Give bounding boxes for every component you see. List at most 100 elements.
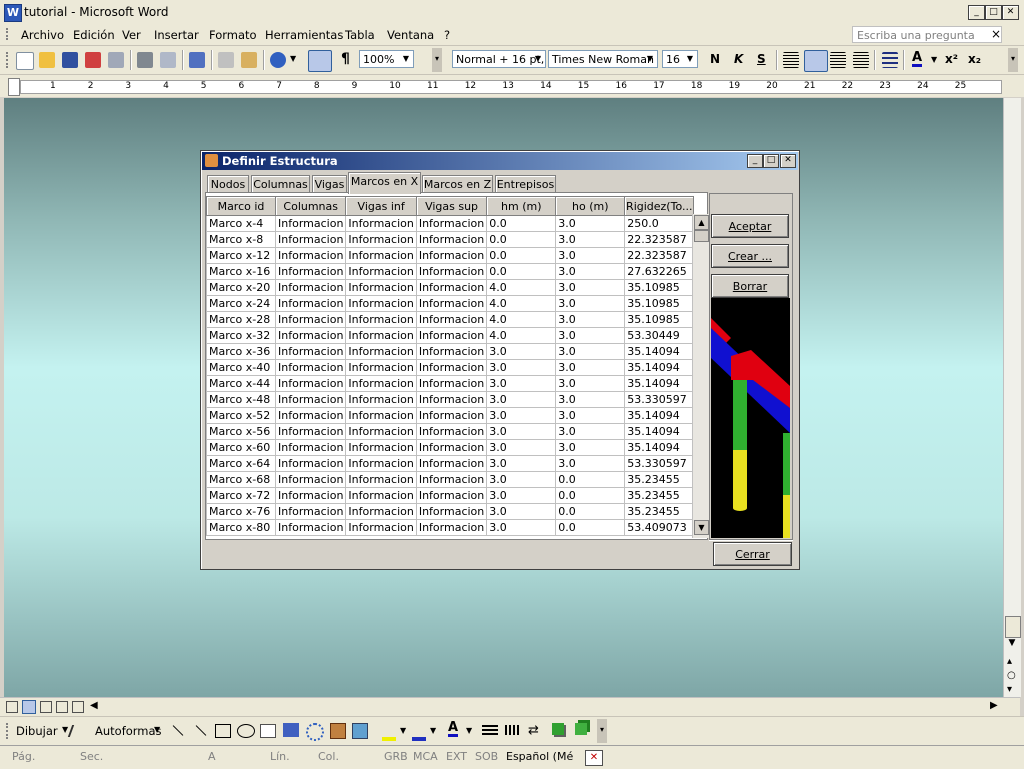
- table-cell[interactable]: Informacion: [345, 263, 417, 280]
- font-combo[interactable]: Times New Roman ▼: [548, 50, 658, 68]
- scroll-left-icon[interactable]: ◀: [90, 700, 98, 711]
- spelling-status-icon[interactable]: ✕: [585, 750, 603, 766]
- 3d-style-icon[interactable]: [575, 723, 587, 735]
- table-cell[interactable]: 3.0: [555, 391, 626, 408]
- table-cell[interactable]: Marco x-56: [206, 423, 276, 440]
- table-row[interactable]: Marco x-28 Informacion Informacion Informac…: [206, 311, 695, 328]
- column-header-vigas-inf[interactable]: Vigas inf: [345, 196, 417, 216]
- table-cell[interactable]: 53.409073: [624, 519, 695, 536]
- align-right-icon[interactable]: [830, 52, 846, 68]
- dialog-title-bar[interactable]: Definir Estructura _ □ ✕: [202, 152, 798, 170]
- dialog-maximize-button[interactable]: □: [763, 154, 779, 168]
- table-cell[interactable]: 22.323587: [624, 247, 695, 264]
- table-cell[interactable]: 35.14094: [624, 375, 695, 392]
- table-cell[interactable]: 3.0: [486, 439, 557, 456]
- web-view-icon[interactable]: [22, 700, 36, 714]
- insert-picture-icon[interactable]: [352, 723, 368, 739]
- table-cell[interactable]: 3.0: [555, 423, 626, 440]
- table-cell[interactable]: Informacion: [274, 375, 347, 392]
- table-cell[interactable]: 4.0: [486, 327, 557, 344]
- table-cell[interactable]: Informacion: [345, 343, 417, 360]
- table-row[interactable]: Marco x-52 Informacion Informacion Informac…: [206, 407, 695, 424]
- font-size-combo[interactable]: 16 ▼: [662, 50, 698, 68]
- table-row[interactable]: Marco x-4 Informacion Informacion Informaci…: [206, 215, 695, 232]
- table-cell[interactable]: Informacion: [415, 231, 488, 248]
- table-cell[interactable]: 4.0: [486, 311, 557, 328]
- ruler-strip[interactable]: [20, 80, 1002, 94]
- table-cell[interactable]: 3.0: [555, 439, 626, 456]
- print-icon[interactable]: [137, 52, 153, 68]
- table-cell[interactable]: Informacion: [274, 295, 347, 312]
- vertical-scrollbar[interactable]: ▼ ▴ ○ ▾: [1003, 98, 1021, 697]
- normal-view-icon[interactable]: [6, 701, 18, 713]
- chevron-down-icon[interactable]: ▼: [466, 726, 473, 735]
- column-header-hm[interactable]: hm (m): [486, 196, 557, 216]
- table-cell[interactable]: Informacion: [345, 407, 417, 424]
- table-cell[interactable]: 3.0: [555, 343, 626, 360]
- create-button[interactable]: Crear ...: [711, 244, 789, 268]
- table-cell[interactable]: Informacion: [274, 359, 347, 376]
- table-cell[interactable]: 250.0: [624, 215, 695, 232]
- table-cell[interactable]: Informacion: [345, 247, 417, 264]
- table-cell[interactable]: Informacion: [415, 455, 488, 472]
- table-cell[interactable]: Marco x-40: [206, 359, 276, 376]
- table-cell[interactable]: 3.0: [555, 455, 626, 472]
- table-cell[interactable]: 3.0: [486, 375, 557, 392]
- open-folder-icon[interactable]: [39, 52, 55, 68]
- chevron-down-icon[interactable]: ▼: [62, 725, 69, 734]
- table-cell[interactable]: 0.0: [555, 503, 626, 520]
- table-row[interactable]: Marco x-32 Informacion Informacion Informac…: [206, 327, 695, 344]
- toolbar-options-icon[interactable]: ▾: [432, 48, 442, 72]
- table-cell[interactable]: Marco x-4: [206, 215, 276, 232]
- table-cell[interactable]: 35.23455: [624, 487, 695, 504]
- autoshapes-menu-button[interactable]: Autoformas: [95, 724, 162, 738]
- line-color-icon[interactable]: [412, 723, 426, 741]
- scroll-down-icon[interactable]: ▼: [1008, 638, 1016, 648]
- table-cell[interactable]: Marco x-36: [206, 343, 276, 360]
- horizontal-scrollbar[interactable]: ◀ ▶: [0, 697, 1020, 716]
- chevron-down-icon[interactable]: ▼: [534, 54, 542, 63]
- chevron-down-icon[interactable]: ▼: [402, 54, 410, 63]
- drawing-toggle-icon[interactable]: [308, 50, 332, 72]
- draw-menu-button[interactable]: Dibujar: [16, 724, 58, 738]
- table-cell[interactable]: 3.0: [555, 327, 626, 344]
- table-cell[interactable]: Marco x-48: [206, 391, 276, 408]
- close-dialog-button[interactable]: Cerrar: [713, 542, 792, 566]
- tab-marcos-en-z[interactable]: Marcos en Z: [422, 175, 493, 193]
- style-combo[interactable]: Normal + 16 pt, ▼: [452, 50, 546, 68]
- table-cell[interactable]: Informacion: [274, 487, 347, 504]
- table-cell[interactable]: Informacion: [415, 503, 488, 520]
- align-center-icon[interactable]: [804, 50, 828, 72]
- table-cell[interactable]: 3.0: [486, 503, 557, 520]
- table-cell[interactable]: 3.0: [486, 359, 557, 376]
- table-cell[interactable]: Marco x-20: [206, 279, 276, 296]
- status-track[interactable]: MCA: [413, 750, 438, 763]
- table-cell[interactable]: Informacion: [345, 279, 417, 296]
- table-cell[interactable]: Informacion: [345, 215, 417, 232]
- tab-nodos[interactable]: Nodos: [207, 175, 249, 193]
- table-row[interactable]: Marco x-60 Informacion Informacion Informac…: [206, 439, 695, 456]
- next-page-icon[interactable]: ▾: [1007, 684, 1013, 695]
- table-cell[interactable]: 35.10985: [624, 311, 695, 328]
- table-cell[interactable]: Informacion: [345, 311, 417, 328]
- chevron-down-icon[interactable]: ▼: [430, 726, 437, 735]
- table-scrollbar[interactable]: ▲ ▼: [692, 214, 709, 538]
- column-header-rigidez[interactable]: Rigidez(To...: [624, 196, 695, 216]
- table-cell[interactable]: Informacion: [415, 327, 488, 344]
- close-button[interactable]: ✕: [1002, 5, 1019, 20]
- fill-color-icon[interactable]: [382, 723, 396, 741]
- table-cell[interactable]: 3.0: [555, 407, 626, 424]
- align-left-icon[interactable]: [783, 52, 799, 68]
- table-cell[interactable]: Marco x-68: [206, 471, 276, 488]
- table-cell[interactable]: Informacion: [415, 359, 488, 376]
- table-cell[interactable]: Informacion: [345, 471, 417, 488]
- table-cell[interactable]: 0.0: [486, 215, 557, 232]
- table-cell[interactable]: 3.0: [555, 375, 626, 392]
- table-cell[interactable]: Informacion: [415, 439, 488, 456]
- table-cell[interactable]: 3.0: [555, 263, 626, 280]
- table-cell[interactable]: 3.0: [555, 215, 626, 232]
- tab-columnas[interactable]: Columnas: [251, 175, 310, 193]
- bullets-icon[interactable]: [882, 52, 898, 68]
- tab-stop-selector-icon[interactable]: [8, 78, 20, 96]
- wordart-icon[interactable]: [283, 723, 299, 737]
